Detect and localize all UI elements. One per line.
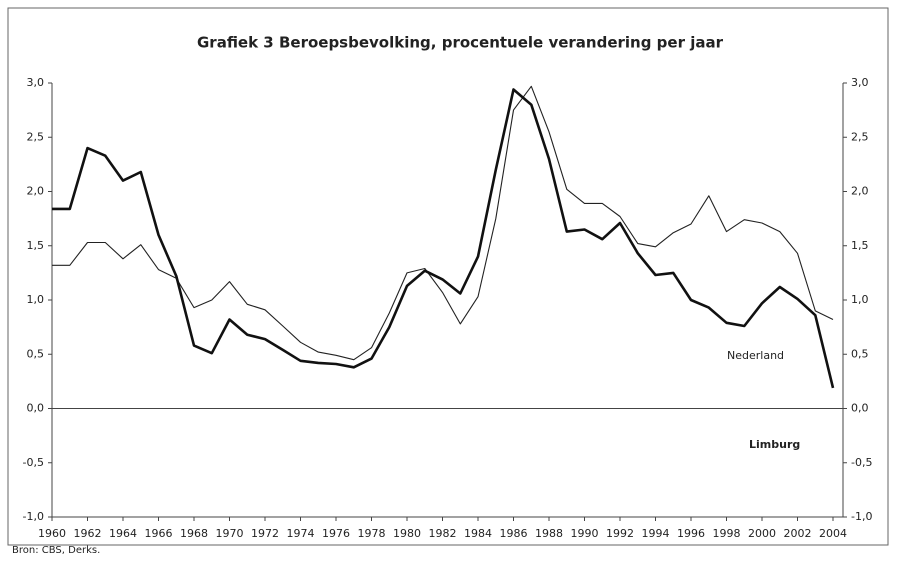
x-tick-label: 1986 [500,527,528,540]
y-tick-label-right: 0,5 [851,347,869,360]
y-tick-label: 1,0 [27,293,45,306]
y-tick-label-right: 1,5 [851,239,869,252]
source: Bron: CBS, Derks. [12,545,100,556]
line-series [52,85,834,361]
y-tick-label-right: 2,0 [851,185,869,198]
x-tick-label: 1974 [287,527,315,540]
x-tick-label: 1980 [393,527,421,540]
y-tick-label-right: -0,5 [851,456,872,469]
y-tick-label: 3,0 [27,76,45,89]
frame [7,7,889,546]
y-tick-label: 0,0 [27,402,45,415]
x-tick-label: 1972 [251,527,279,540]
x-tick-label: 1984 [464,527,492,540]
x-tick-label: 1964 [109,527,137,540]
y-tick-label-right: -1,0 [851,510,872,523]
x-tick-label: 1998 [713,527,741,540]
x-tick-label: 1976 [322,527,350,540]
y-tick-label: -0,5 [23,456,44,469]
y-tick-label: 2,5 [27,130,45,143]
series-label: Nederland [727,349,784,362]
y-tick-label: -1,0 [23,510,44,523]
series-label: Limburg [749,438,800,451]
x-tick-label: 1996 [677,527,705,540]
x-tick-label: 1960 [38,527,66,540]
y-tick-label: 1,5 [27,239,45,252]
x-tick-label: 1970 [216,527,244,540]
x-tick-label: 1968 [180,527,208,540]
x-tick-label: 1992 [606,527,634,540]
x-tick-label: 2002 [784,527,812,540]
x-tick-label: 1988 [535,527,563,540]
x-tick-label: 1990 [571,527,599,540]
y-tick-label: 0,5 [27,347,45,360]
y-tick-label-right: 2,5 [851,130,869,143]
y-tick-label-right: 1,0 [851,293,869,306]
y-tick-label-right: 0,0 [851,402,869,415]
y-tick-label-right: 3,0 [851,76,869,89]
y-tick-label: 2,0 [27,185,45,198]
x-tick-label: 1994 [642,527,670,540]
x-tick-label: 2000 [748,527,776,540]
x-tick-label: 1962 [74,527,102,540]
x-tick-label: 1982 [429,527,457,540]
x-tick-label: 2004 [819,527,847,540]
x-tick-label: 1978 [358,527,386,540]
line-series [52,88,835,389]
x-tick-label: 1966 [145,527,173,540]
chart-title: Grafiek 3 Beroepsbevolking, procentuele … [197,34,724,52]
